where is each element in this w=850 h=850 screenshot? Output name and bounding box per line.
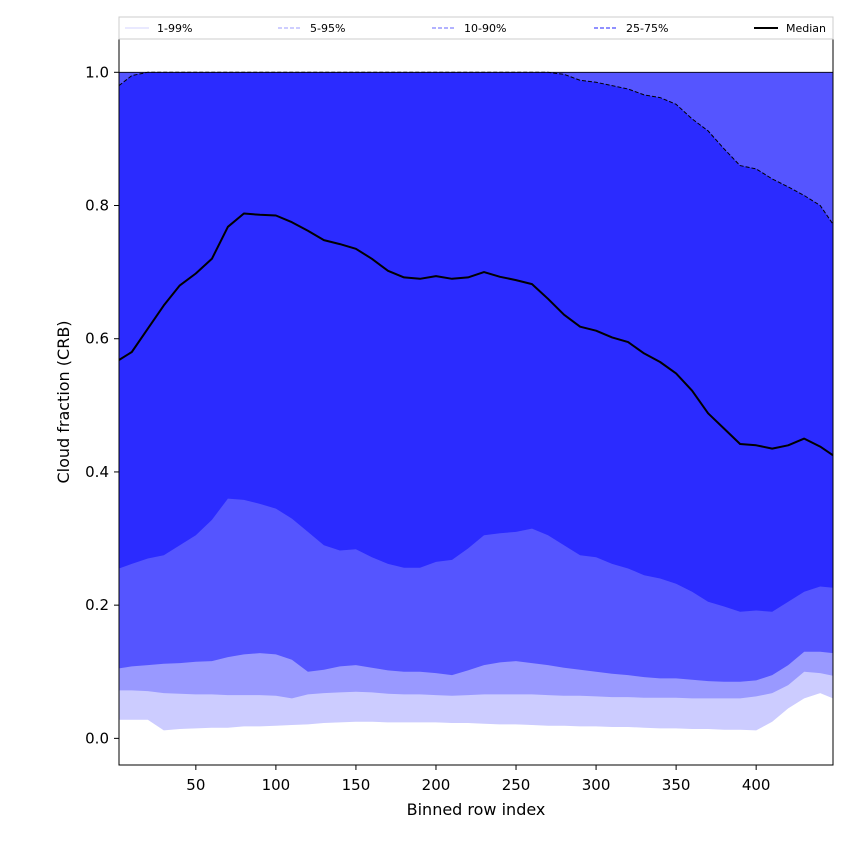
y-tick-label: 0.6	[85, 330, 109, 348]
band-25-75	[119, 72, 833, 612]
x-tick-label: 200	[422, 776, 451, 794]
x-tick-label: 150	[342, 776, 371, 794]
x-tick-label: 350	[662, 776, 691, 794]
y-tick-label: 0.8	[85, 197, 109, 215]
x-tick-label: 400	[742, 776, 771, 794]
x-tick-label: 50	[186, 776, 205, 794]
y-axis: 0.0 0.2 0.4 0.6 0.8 1.0	[85, 63, 119, 747]
y-tick-label: 1.0	[85, 63, 109, 81]
x-axis: 50 100 150 200 250 300 350 400	[186, 765, 770, 794]
median-line	[118, 212, 834, 457]
legend-label: 10-90%	[464, 22, 506, 35]
legend-label: 25-75%	[626, 22, 668, 35]
x-tick-label: 300	[582, 776, 611, 794]
legend: 1-99% 5-95% 10-90% 25-75% Median	[118, 16, 834, 40]
percentile-bands	[119, 72, 833, 731]
band-edge-lines	[118, 71, 834, 225]
legend-box	[118, 16, 834, 40]
y-axis-title: Cloud fraction (CRB)	[54, 320, 73, 483]
y-tick-label: 0.0	[85, 729, 109, 747]
median-series	[118, 212, 834, 457]
y-tick-label: 0.2	[85, 596, 109, 614]
legend-label: Median	[786, 22, 826, 35]
x-tick-label: 100	[262, 776, 291, 794]
y-tick-label: 0.4	[85, 463, 109, 481]
legend-label: 1-99%	[157, 22, 192, 35]
legend-label: 5-95%	[310, 22, 345, 35]
x-tick-label: 250	[502, 776, 531, 794]
x-axis-title: Binned row index	[407, 800, 546, 819]
